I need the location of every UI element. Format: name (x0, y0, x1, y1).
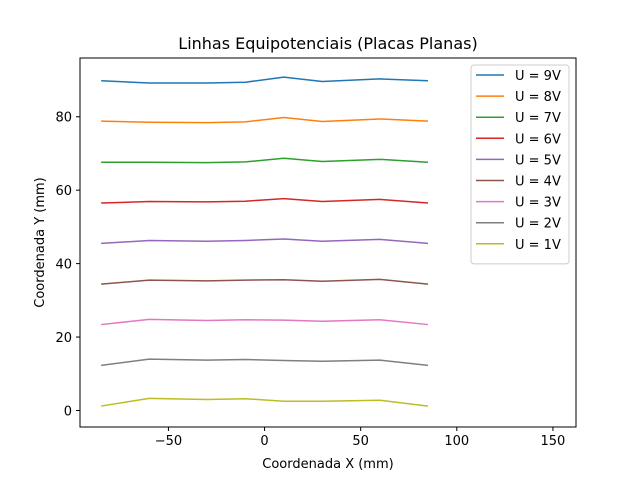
series-line-8 (101, 358, 429, 367)
series-line-6 (101, 278, 429, 285)
legend-label-7: U = 3V (515, 196, 561, 211)
legend-label-3: U = 7V (515, 111, 561, 126)
axes-frame (79, 57, 577, 428)
x-tick-label: 50 (352, 434, 369, 449)
y-axis-label: Coordenada Y (mm) (33, 177, 48, 307)
legend: U = 9V U = 8V U = 7V U = 6V U = 5V U = 4V U = … (470, 64, 570, 265)
series-line-3 (101, 157, 429, 164)
series-line-5 (101, 238, 429, 245)
x-tick-label: 0 (260, 434, 268, 449)
series-line-2 (101, 116, 429, 124)
x-tick-label: 100 (444, 434, 469, 449)
legend-label-9: U = 1V (515, 238, 561, 253)
series-line-4 (101, 197, 429, 204)
x-tick-label: 150 (541, 434, 566, 449)
series-line-1 (101, 76, 428, 84)
axis-ticks: −50 0 50 100 150 0 20 40 60 80 (55, 111, 565, 449)
y-tick-label: 60 (55, 184, 72, 199)
legend-label-1: U = 9V (515, 69, 561, 84)
legend-label-4: U = 6V (515, 132, 561, 147)
y-tick-label: 20 (55, 331, 72, 346)
plot-area (101, 76, 429, 407)
y-tick-label: 80 (55, 111, 72, 126)
series-line-9 (101, 397, 429, 407)
legend-label-5: U = 5V (515, 153, 561, 168)
legend-label-2: U = 8V (515, 90, 561, 105)
x-axis-label: Coordenada X (mm) (262, 457, 393, 472)
chart-title: Linhas Equipotenciais (Placas Planas) (178, 34, 477, 53)
legend-box (470, 64, 570, 265)
series-line-7 (101, 318, 429, 326)
legend-label-8: U = 2V (515, 217, 561, 232)
y-tick-label: 40 (55, 258, 72, 273)
y-tick-label: 0 (64, 404, 72, 419)
x-tick-label: −50 (155, 434, 182, 449)
legend-label-6: U = 4V (515, 175, 561, 190)
